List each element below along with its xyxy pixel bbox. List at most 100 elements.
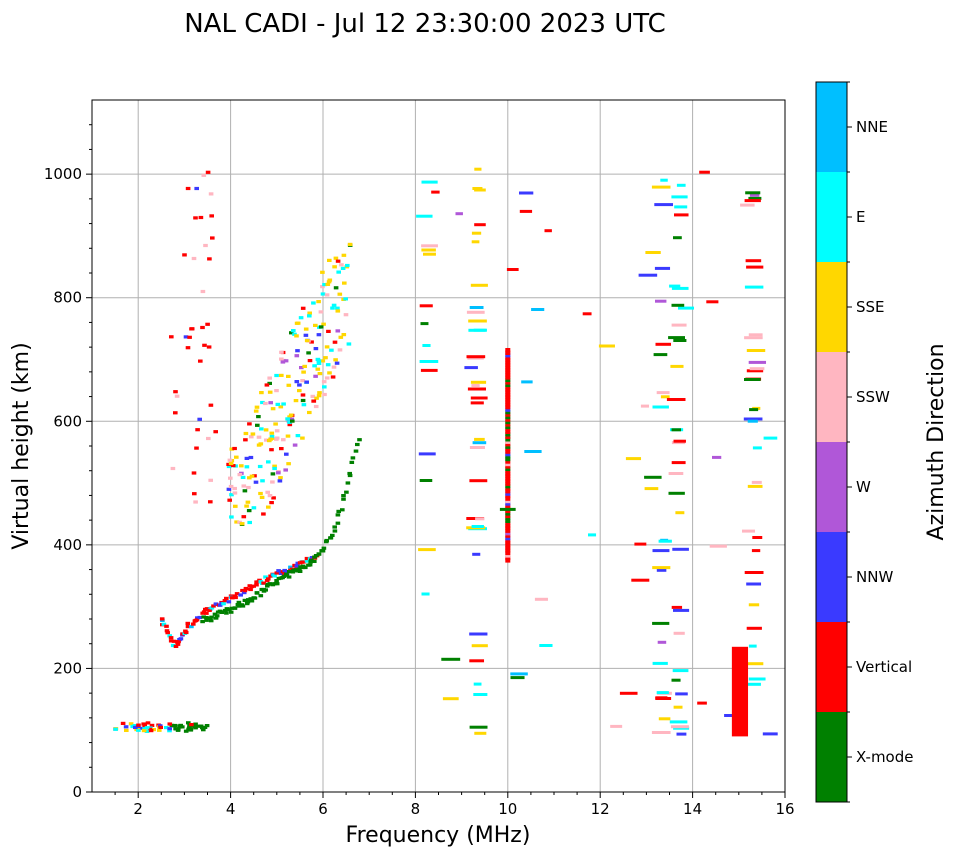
echo-point [505, 464, 511, 469]
echo-point [168, 639, 174, 643]
echo-point [242, 489, 248, 493]
echo-point [185, 621, 191, 625]
echo-point [171, 639, 177, 643]
echo-point [505, 454, 511, 459]
echo-point [475, 517, 485, 521]
echo-point [173, 644, 179, 648]
echo-point [421, 248, 436, 252]
echo-point [668, 472, 684, 475]
echo-point [304, 559, 310, 563]
echo-point [316, 394, 322, 398]
echo-point [332, 265, 337, 269]
echo-point [318, 310, 324, 314]
echo-point [655, 299, 667, 303]
echo-point [269, 448, 274, 452]
echo-point [164, 629, 170, 633]
echo-point [747, 419, 758, 423]
echo-point [232, 446, 237, 451]
echo-point [505, 437, 511, 442]
echo-point [676, 732, 687, 736]
echo-point [505, 355, 511, 360]
colorbar-swatch [816, 532, 847, 622]
echo-point [342, 281, 347, 285]
echo-point [339, 263, 344, 267]
echo-point [418, 548, 436, 552]
echo-point [270, 472, 276, 476]
echo-point [472, 441, 487, 445]
echo-point [222, 608, 228, 613]
echo-point [505, 481, 511, 486]
echo-point [505, 466, 511, 472]
echo-point [341, 494, 346, 498]
echo-point [232, 606, 238, 610]
echo-point [204, 618, 209, 622]
echo-point [183, 729, 189, 733]
echo-point [505, 424, 511, 430]
echo-point [472, 552, 481, 556]
echo-point [748, 196, 762, 200]
echo-point [198, 724, 204, 728]
echo-point [298, 565, 303, 569]
echo-point [357, 438, 362, 442]
echo-point [274, 436, 280, 440]
echo-point [288, 565, 293, 569]
echo-point [214, 614, 220, 618]
colorbar: X-mode Vertical NNW W SSW SSE E NNE [815, 81, 913, 803]
echo-point [230, 596, 235, 600]
echo-point [183, 630, 189, 635]
echo-point [275, 402, 281, 406]
echo-point [347, 471, 352, 476]
echo-point [247, 422, 252, 426]
echo-point [249, 599, 255, 603]
echo-point [206, 436, 211, 441]
echo-point [295, 349, 300, 353]
echo-point [471, 384, 480, 387]
echo-point [328, 536, 334, 540]
echo-point [330, 375, 336, 379]
y-tick-label: 200 [53, 659, 82, 677]
echo-point [267, 376, 272, 380]
echo-point [253, 480, 259, 484]
echo-point [180, 725, 185, 729]
echo-point [164, 624, 169, 628]
echo-point [673, 705, 683, 709]
echo-point [303, 327, 309, 331]
echo-point [748, 360, 767, 364]
echo-point [473, 682, 482, 686]
echo-point [320, 270, 325, 274]
echo-point [333, 256, 339, 260]
echo-point [314, 396, 319, 400]
echo-point [279, 350, 284, 354]
echo-point [510, 672, 528, 676]
echo-point [224, 596, 229, 600]
echo-point [300, 379, 305, 383]
echo-point [228, 484, 234, 489]
echo-point [327, 278, 333, 282]
echo-point [201, 615, 206, 619]
echo-point [505, 414, 511, 420]
echo-point [157, 728, 162, 732]
echo-point [652, 405, 669, 409]
echo-point [505, 404, 511, 410]
echo-point [279, 447, 284, 451]
echo-point [313, 374, 318, 378]
echo-point [660, 178, 668, 182]
echo-point [136, 728, 141, 732]
colorbar-swatch [816, 172, 847, 262]
echo-point [505, 491, 511, 496]
echo-point [340, 266, 346, 270]
echo-point [505, 439, 511, 444]
echo-point [263, 401, 268, 406]
echo-point [748, 333, 763, 337]
echo-point [347, 242, 353, 246]
echo-point [310, 394, 316, 398]
echo-point [505, 471, 511, 477]
echo-point [275, 571, 281, 575]
echo-point [335, 513, 341, 517]
echo-point [302, 364, 307, 368]
echo-point [259, 427, 264, 431]
echo-point [149, 723, 155, 727]
echo-point [294, 354, 300, 358]
echo-point [280, 360, 286, 364]
